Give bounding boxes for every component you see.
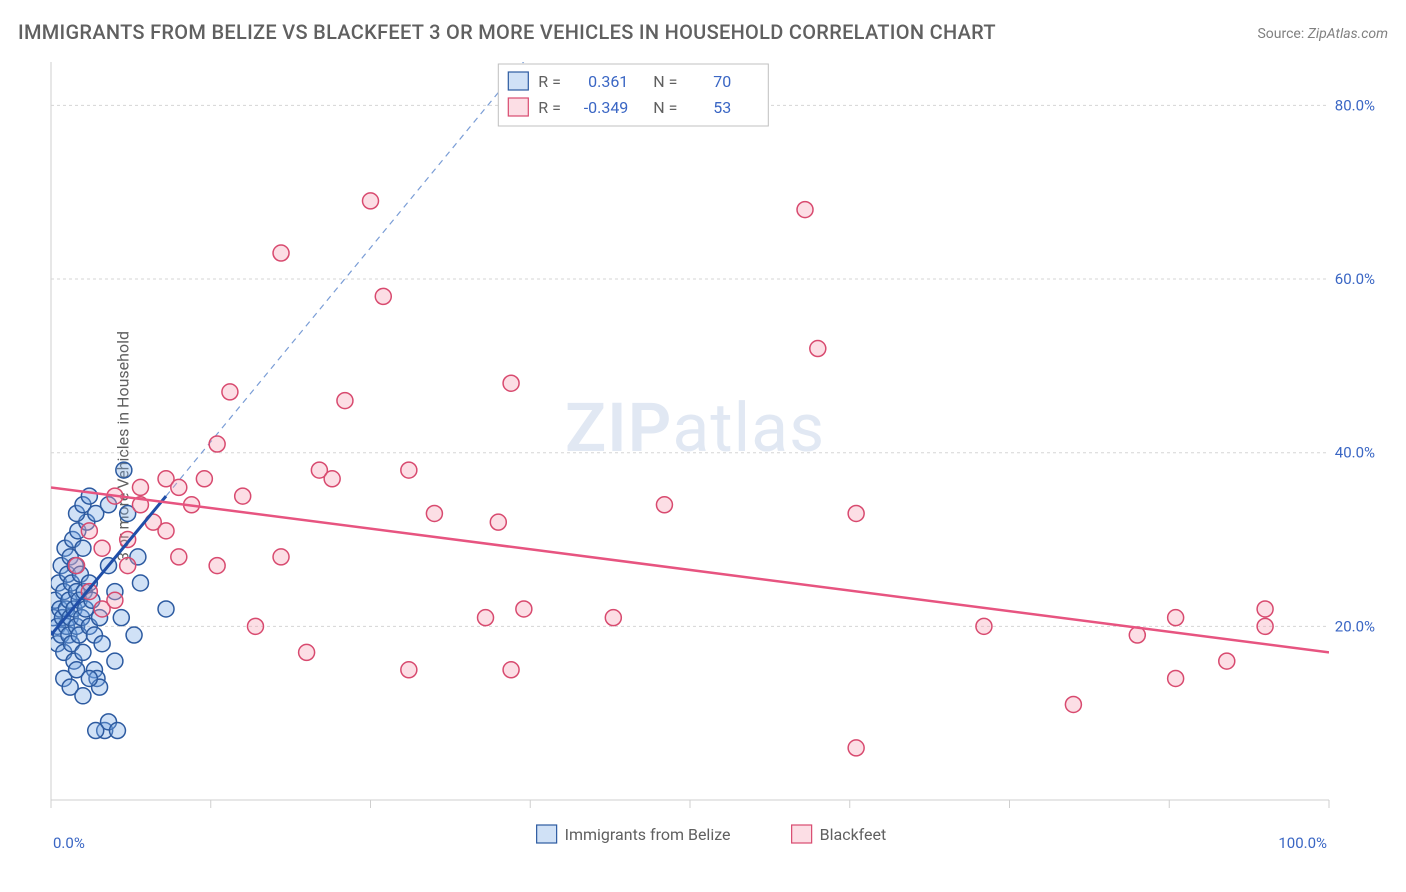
blackfeet-point: [516, 601, 532, 617]
belize-point: [75, 688, 91, 704]
blackfeet-point: [209, 436, 225, 452]
blackfeet-point: [848, 505, 864, 521]
legend-series-label: Immigrants from Belize: [565, 825, 731, 844]
blackfeet-point: [273, 549, 289, 565]
chart-title: IMMIGRANTS FROM BELIZE VS BLACKFEET 3 OR…: [18, 20, 996, 44]
legend-series-label: Blackfeet: [820, 825, 887, 844]
blackfeet-point: [363, 193, 379, 209]
blackfeet-point: [976, 618, 992, 634]
blackfeet-point: [503, 662, 519, 678]
blackfeet-point: [656, 497, 672, 513]
blackfeet-point: [478, 610, 494, 626]
belize-point: [75, 644, 91, 660]
blackfeet-point: [1257, 618, 1273, 634]
blackfeet-point: [810, 341, 826, 357]
belize-point: [94, 636, 110, 652]
legend-r-value: 0.361: [588, 72, 628, 91]
blackfeet-point: [94, 540, 110, 556]
blackfeet-point: [235, 488, 251, 504]
blackfeet-point: [132, 479, 148, 495]
blackfeet-point: [1219, 653, 1235, 669]
blackfeet-point: [401, 662, 417, 678]
legend-n-value: 70: [713, 72, 731, 91]
blackfeet-point: [222, 384, 238, 400]
belize-point: [75, 540, 91, 556]
belize-point: [88, 723, 104, 739]
blackfeet-point: [1065, 696, 1081, 712]
blackfeet-point: [324, 471, 340, 487]
legend-n-label: N =: [653, 72, 677, 91]
blackfeet-point: [605, 610, 621, 626]
blackfeet-point: [196, 471, 212, 487]
belize-point: [126, 627, 142, 643]
legend-r-label: R =: [538, 72, 561, 91]
blackfeet-point: [69, 558, 85, 574]
y-tick-label: 20.0%: [1335, 617, 1375, 635]
blackfeet-point: [337, 393, 353, 409]
blackfeet-point: [171, 479, 187, 495]
x-tick-label: 0.0%: [53, 834, 85, 852]
scatter-chart-svg: 20.0% 40.0% 60.0% 80.0% 0.0% 100.0% R = 0.361 N …: [45, 58, 1389, 858]
blackfeet-point: [848, 740, 864, 756]
belize-point: [158, 601, 174, 617]
x-tick-label: 100.0%: [1278, 834, 1327, 852]
blackfeet-point: [1168, 610, 1184, 626]
y-tick-label: 40.0%: [1335, 444, 1375, 462]
legend-r-label: R =: [538, 98, 561, 117]
blackfeet-point: [375, 288, 391, 304]
source-value: ZipAtlas.com: [1308, 26, 1388, 42]
blackfeet-point: [299, 644, 315, 660]
belize-point: [113, 610, 129, 626]
chart-area: 20.0% 40.0% 60.0% 80.0% 0.0% 100.0% R = 0.361 N …: [45, 58, 1389, 858]
blackfeet-point: [120, 558, 136, 574]
blackfeet-point: [171, 549, 187, 565]
blackfeet-point: [273, 245, 289, 261]
blackfeet-point: [81, 523, 97, 539]
blackfeet-point: [490, 514, 506, 530]
blackfeet-point: [247, 618, 263, 634]
blackfeet-point: [107, 592, 123, 608]
blackfeet-point: [209, 558, 225, 574]
legend-r-value: -0.349: [584, 98, 629, 117]
belize-point: [107, 653, 123, 669]
belize-point: [81, 670, 97, 686]
belize-point: [132, 575, 148, 591]
y-tick-label: 60.0%: [1335, 270, 1375, 288]
belize-point: [116, 462, 132, 478]
legend-n-label: N =: [653, 98, 677, 117]
blackfeet-point: [503, 375, 519, 391]
blackfeet-point: [401, 462, 417, 478]
blackfeet-point: [797, 202, 813, 218]
y-tick-label: 80.0%: [1335, 96, 1375, 114]
blackfeet-point: [1168, 670, 1184, 686]
source-credit: Source: ZipAtlas.com: [1257, 26, 1388, 42]
blackfeet-point: [426, 505, 442, 521]
blackfeet-point: [158, 523, 174, 539]
blackfeet-point: [1257, 601, 1273, 617]
legend-n-value: 53: [713, 98, 731, 117]
belize-point: [109, 723, 125, 739]
source-label: Source:: [1257, 26, 1304, 42]
